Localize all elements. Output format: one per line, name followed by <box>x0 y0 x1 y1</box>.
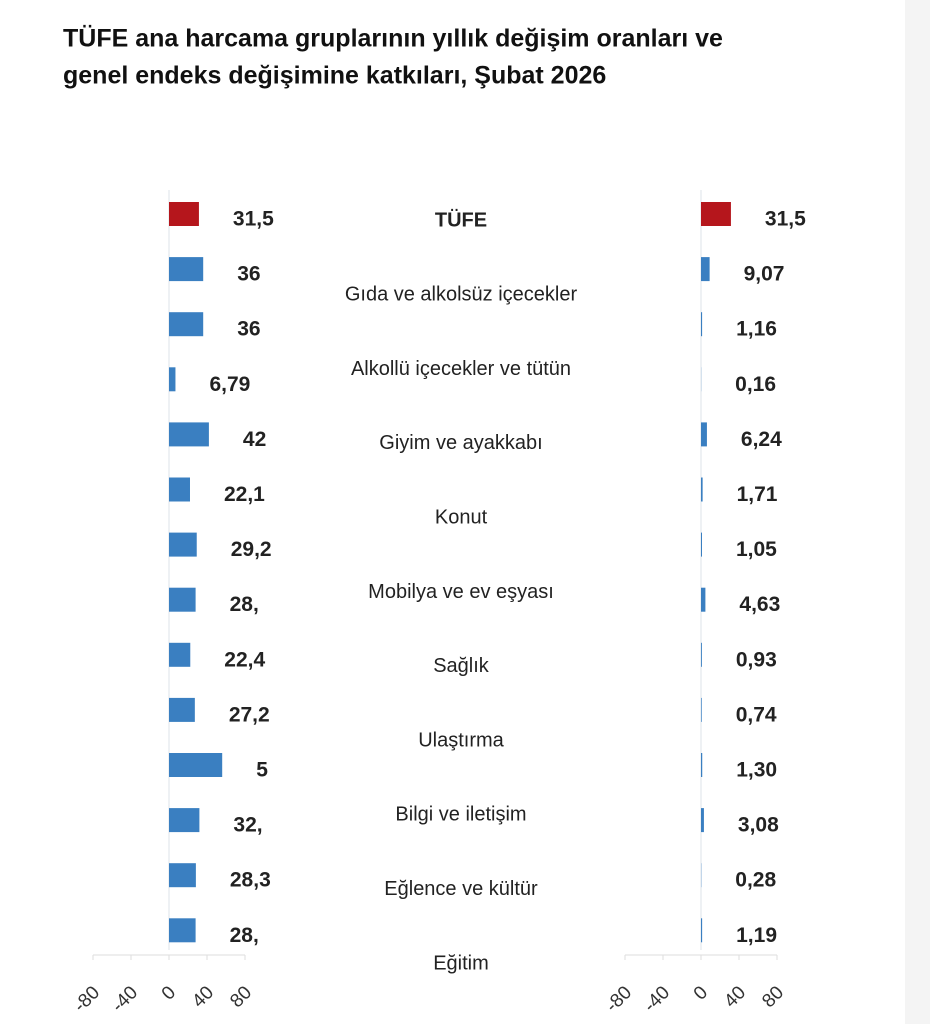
value-label: 1,71 <box>737 483 778 506</box>
value-label: 36 <box>237 318 260 341</box>
value-label: 0,28 <box>735 869 776 892</box>
value-label: 1,30 <box>736 759 777 782</box>
value-label: 27,2 <box>229 703 270 726</box>
category-label: Gıda ve alkolsüz içecekler <box>345 284 578 306</box>
value-label: 36 <box>237 263 260 286</box>
value-label: 31,5 <box>765 208 806 231</box>
bar <box>701 918 702 942</box>
bar <box>701 753 702 777</box>
category-label: Eğitim <box>433 952 489 974</box>
value-label: 28, <box>230 924 259 947</box>
bar <box>169 643 190 667</box>
x-tick-label: 80 <box>226 982 256 1012</box>
x-tick-label: 0 <box>158 982 180 1004</box>
bar <box>169 257 203 281</box>
bar <box>701 698 702 722</box>
value-label: 9,07 <box>744 263 785 286</box>
x-tick-label: 40 <box>720 982 750 1012</box>
bar <box>701 202 731 226</box>
value-label: 5 <box>256 759 268 782</box>
x-tick-label: 80 <box>758 982 788 1012</box>
value-label: 42 <box>243 428 266 451</box>
value-label: 31,5 <box>233 208 274 231</box>
bar <box>701 257 710 281</box>
category-label: TÜFE <box>435 208 487 231</box>
value-label: 1,16 <box>736 318 777 341</box>
bar <box>169 863 196 887</box>
value-label: 28,3 <box>230 869 271 892</box>
value-label: 6,79 <box>209 373 250 396</box>
category-label: Konut <box>435 506 488 528</box>
bar <box>169 367 175 391</box>
bar <box>701 478 703 502</box>
bar <box>169 698 195 722</box>
value-label: 3,08 <box>738 814 779 837</box>
value-label: 0,74 <box>736 703 777 726</box>
value-label: 0,16 <box>735 373 776 396</box>
category-label: Sağlık <box>433 655 490 677</box>
value-label: 1,19 <box>736 924 777 947</box>
bar <box>169 588 196 612</box>
bar <box>169 808 199 832</box>
bar <box>701 422 707 446</box>
x-tick-label: -80 <box>70 982 104 1016</box>
category-label: Mobilya ve ev eşyası <box>368 581 554 603</box>
x-tick-label: 40 <box>188 982 218 1012</box>
category-label: Eğlence ve kültür <box>384 878 538 900</box>
value-label: 28, <box>230 593 259 616</box>
bar <box>169 478 190 502</box>
bar <box>169 312 203 336</box>
category-label: Ulaştırma <box>418 729 504 751</box>
bar <box>701 808 704 832</box>
bar <box>169 422 209 446</box>
value-label: 4,63 <box>739 593 780 616</box>
category-label: Alkollü içecekler ve tütün <box>351 358 571 380</box>
value-label: 1,05 <box>736 538 777 561</box>
value-label: 22,4 <box>224 648 265 671</box>
title-line: genel endeks değişimine katkıları, Şubat… <box>63 62 606 90</box>
x-tick-label: 0 <box>690 982 712 1004</box>
bar <box>169 753 222 777</box>
value-label: 29,2 <box>231 538 272 561</box>
side-strip <box>905 0 930 1024</box>
title-line: TÜFE ana harcama gruplarının yıllık deği… <box>63 24 723 53</box>
value-label: 22,1 <box>224 483 265 506</box>
bar <box>701 533 702 557</box>
bar <box>701 588 705 612</box>
bar <box>169 533 197 557</box>
value-label: 32, <box>233 814 262 837</box>
category-label: Giyim ve ayakkabı <box>379 432 542 454</box>
x-tick-label: -80 <box>602 982 636 1016</box>
category-label: Bilgi ve iletişim <box>395 804 526 826</box>
bar <box>701 643 702 667</box>
bar <box>169 918 196 942</box>
value-label: 6,24 <box>741 428 782 451</box>
bar <box>701 312 702 336</box>
x-tick-label: -40 <box>108 982 142 1016</box>
x-tick-label: -40 <box>640 982 674 1016</box>
value-label: 0,93 <box>736 648 777 671</box>
bar <box>169 202 199 226</box>
